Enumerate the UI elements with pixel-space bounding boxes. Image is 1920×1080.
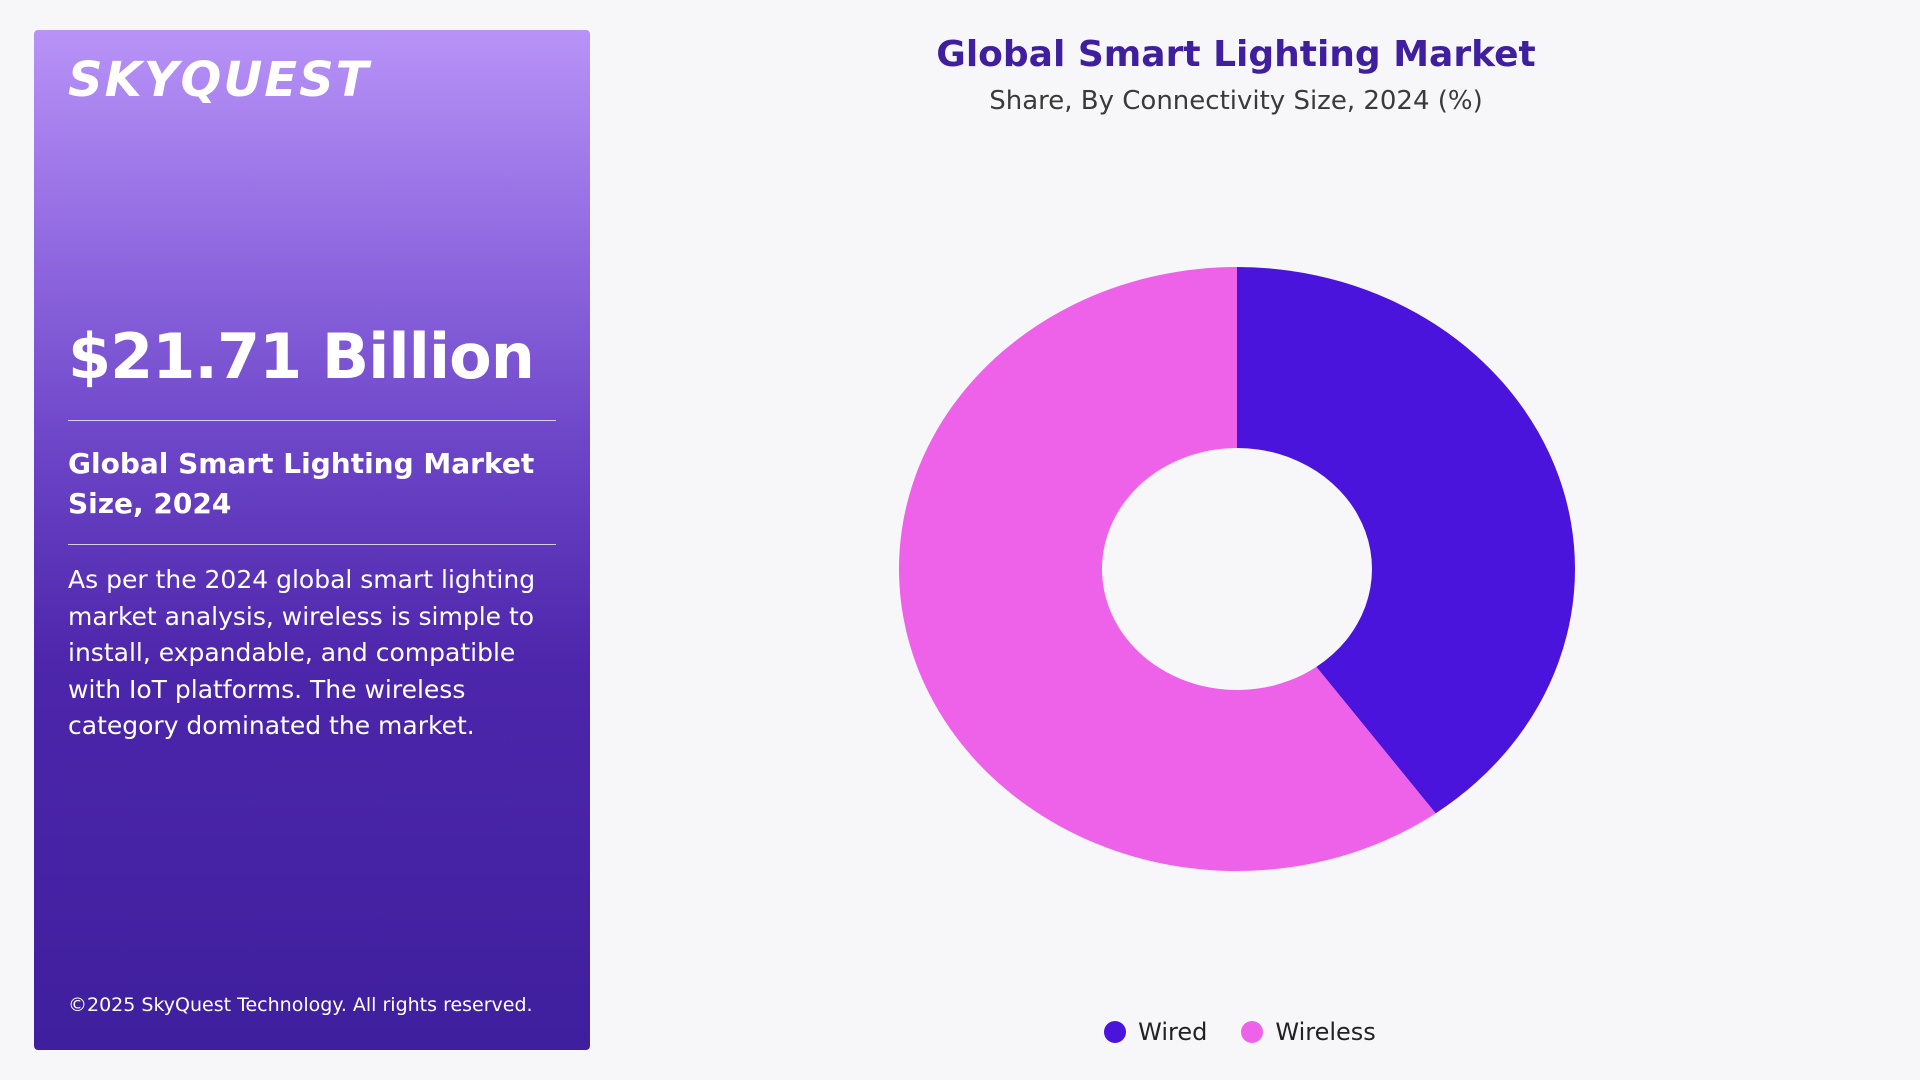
copyright-notice: ©2025 SkyQuest Technology. All rights re… <box>68 994 533 1016</box>
chart-legend: Wired Wireless <box>1100 1018 1380 1046</box>
market-value: $21.71 Billion <box>68 320 535 393</box>
legend-swatch-wireless <box>1241 1021 1264 1043</box>
market-description: As per the 2024 global smart lighting ma… <box>68 565 536 740</box>
market-size-label: Global Smart Lighting Market Size, 2024 <box>68 447 535 520</box>
divider <box>68 544 556 545</box>
donut-slice-wired <box>1237 267 1575 814</box>
chart-title: Global Smart Lighting Market <box>936 34 1536 75</box>
legend-item-wired: Wired <box>1104 1018 1207 1046</box>
legend-label-wireless: Wireless <box>1275 1018 1376 1046</box>
brand-logo: SKYQUEST <box>68 52 371 108</box>
legend-item-wireless: Wireless <box>1241 1018 1376 1046</box>
chart-subtitle: Share, By Connectivity Size, 2024 (%) <box>989 86 1483 116</box>
legend-label-wired: Wired <box>1138 1018 1208 1046</box>
summary-panel: SKYQUEST $21.71 Billion Global Smart Lig… <box>34 30 590 1050</box>
donut-slice-wireless <box>898 267 1436 871</box>
divider <box>68 420 556 421</box>
legend-swatch-wired <box>1104 1021 1127 1043</box>
